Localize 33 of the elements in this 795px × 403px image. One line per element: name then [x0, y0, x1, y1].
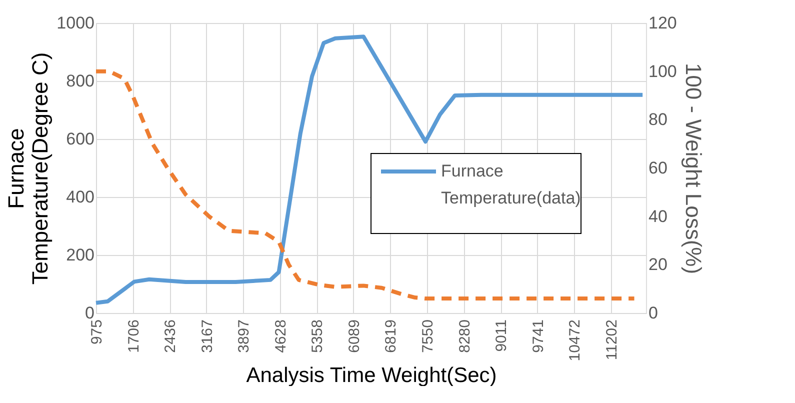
x-tick-label: 9011	[493, 320, 510, 352]
y-tick-label: 800	[66, 72, 94, 90]
y2-tick-label: 0	[648, 304, 658, 322]
x-tick-label: 975	[88, 320, 106, 345]
x-tick-label: 7550	[420, 320, 437, 353]
y2-tick-label: 20	[648, 255, 668, 274]
y-axis-title: Furnace Temperature(Degree C)	[4, 52, 53, 285]
y-tick-label: 600	[66, 130, 94, 148]
x-tick-label: 3897	[236, 320, 253, 353]
y2-tick-label: 60	[648, 158, 668, 178]
x-tick-label: 10472	[566, 320, 584, 362]
x-tick-label: 2436	[162, 320, 180, 353]
y2-axis-title: 100 - Weight Loss(%)	[680, 62, 706, 274]
x-tick-label: 1706	[125, 320, 142, 353]
line-series	[94, 34, 645, 305]
y2-tick-label: 100	[648, 62, 677, 81]
x-tick-label: 5358	[309, 320, 326, 353]
x-tick-label: 8280	[456, 320, 474, 353]
y-tick-label: 0	[85, 304, 94, 322]
x-tick-label: 4628	[272, 320, 290, 353]
x-tick-label: 6089	[346, 320, 363, 353]
y-tick-label: 200	[66, 246, 94, 264]
y-tick-label: 1000	[56, 14, 94, 32]
x-tick-label: 9741	[530, 320, 547, 353]
x-tick-label: 3167	[198, 320, 216, 353]
y-tick-label: 400	[66, 188, 94, 206]
x-tick-label: 6819	[382, 320, 400, 353]
line-series	[94, 69, 636, 300]
y2-tick-label: 120	[648, 14, 677, 32]
y2-tick-label: 80	[648, 110, 668, 130]
x-tick-label: 11202	[603, 320, 620, 360]
legend-label: Furnace Temperature(data)	[441, 162, 581, 208]
y2-tick-label: 40	[648, 206, 668, 226]
